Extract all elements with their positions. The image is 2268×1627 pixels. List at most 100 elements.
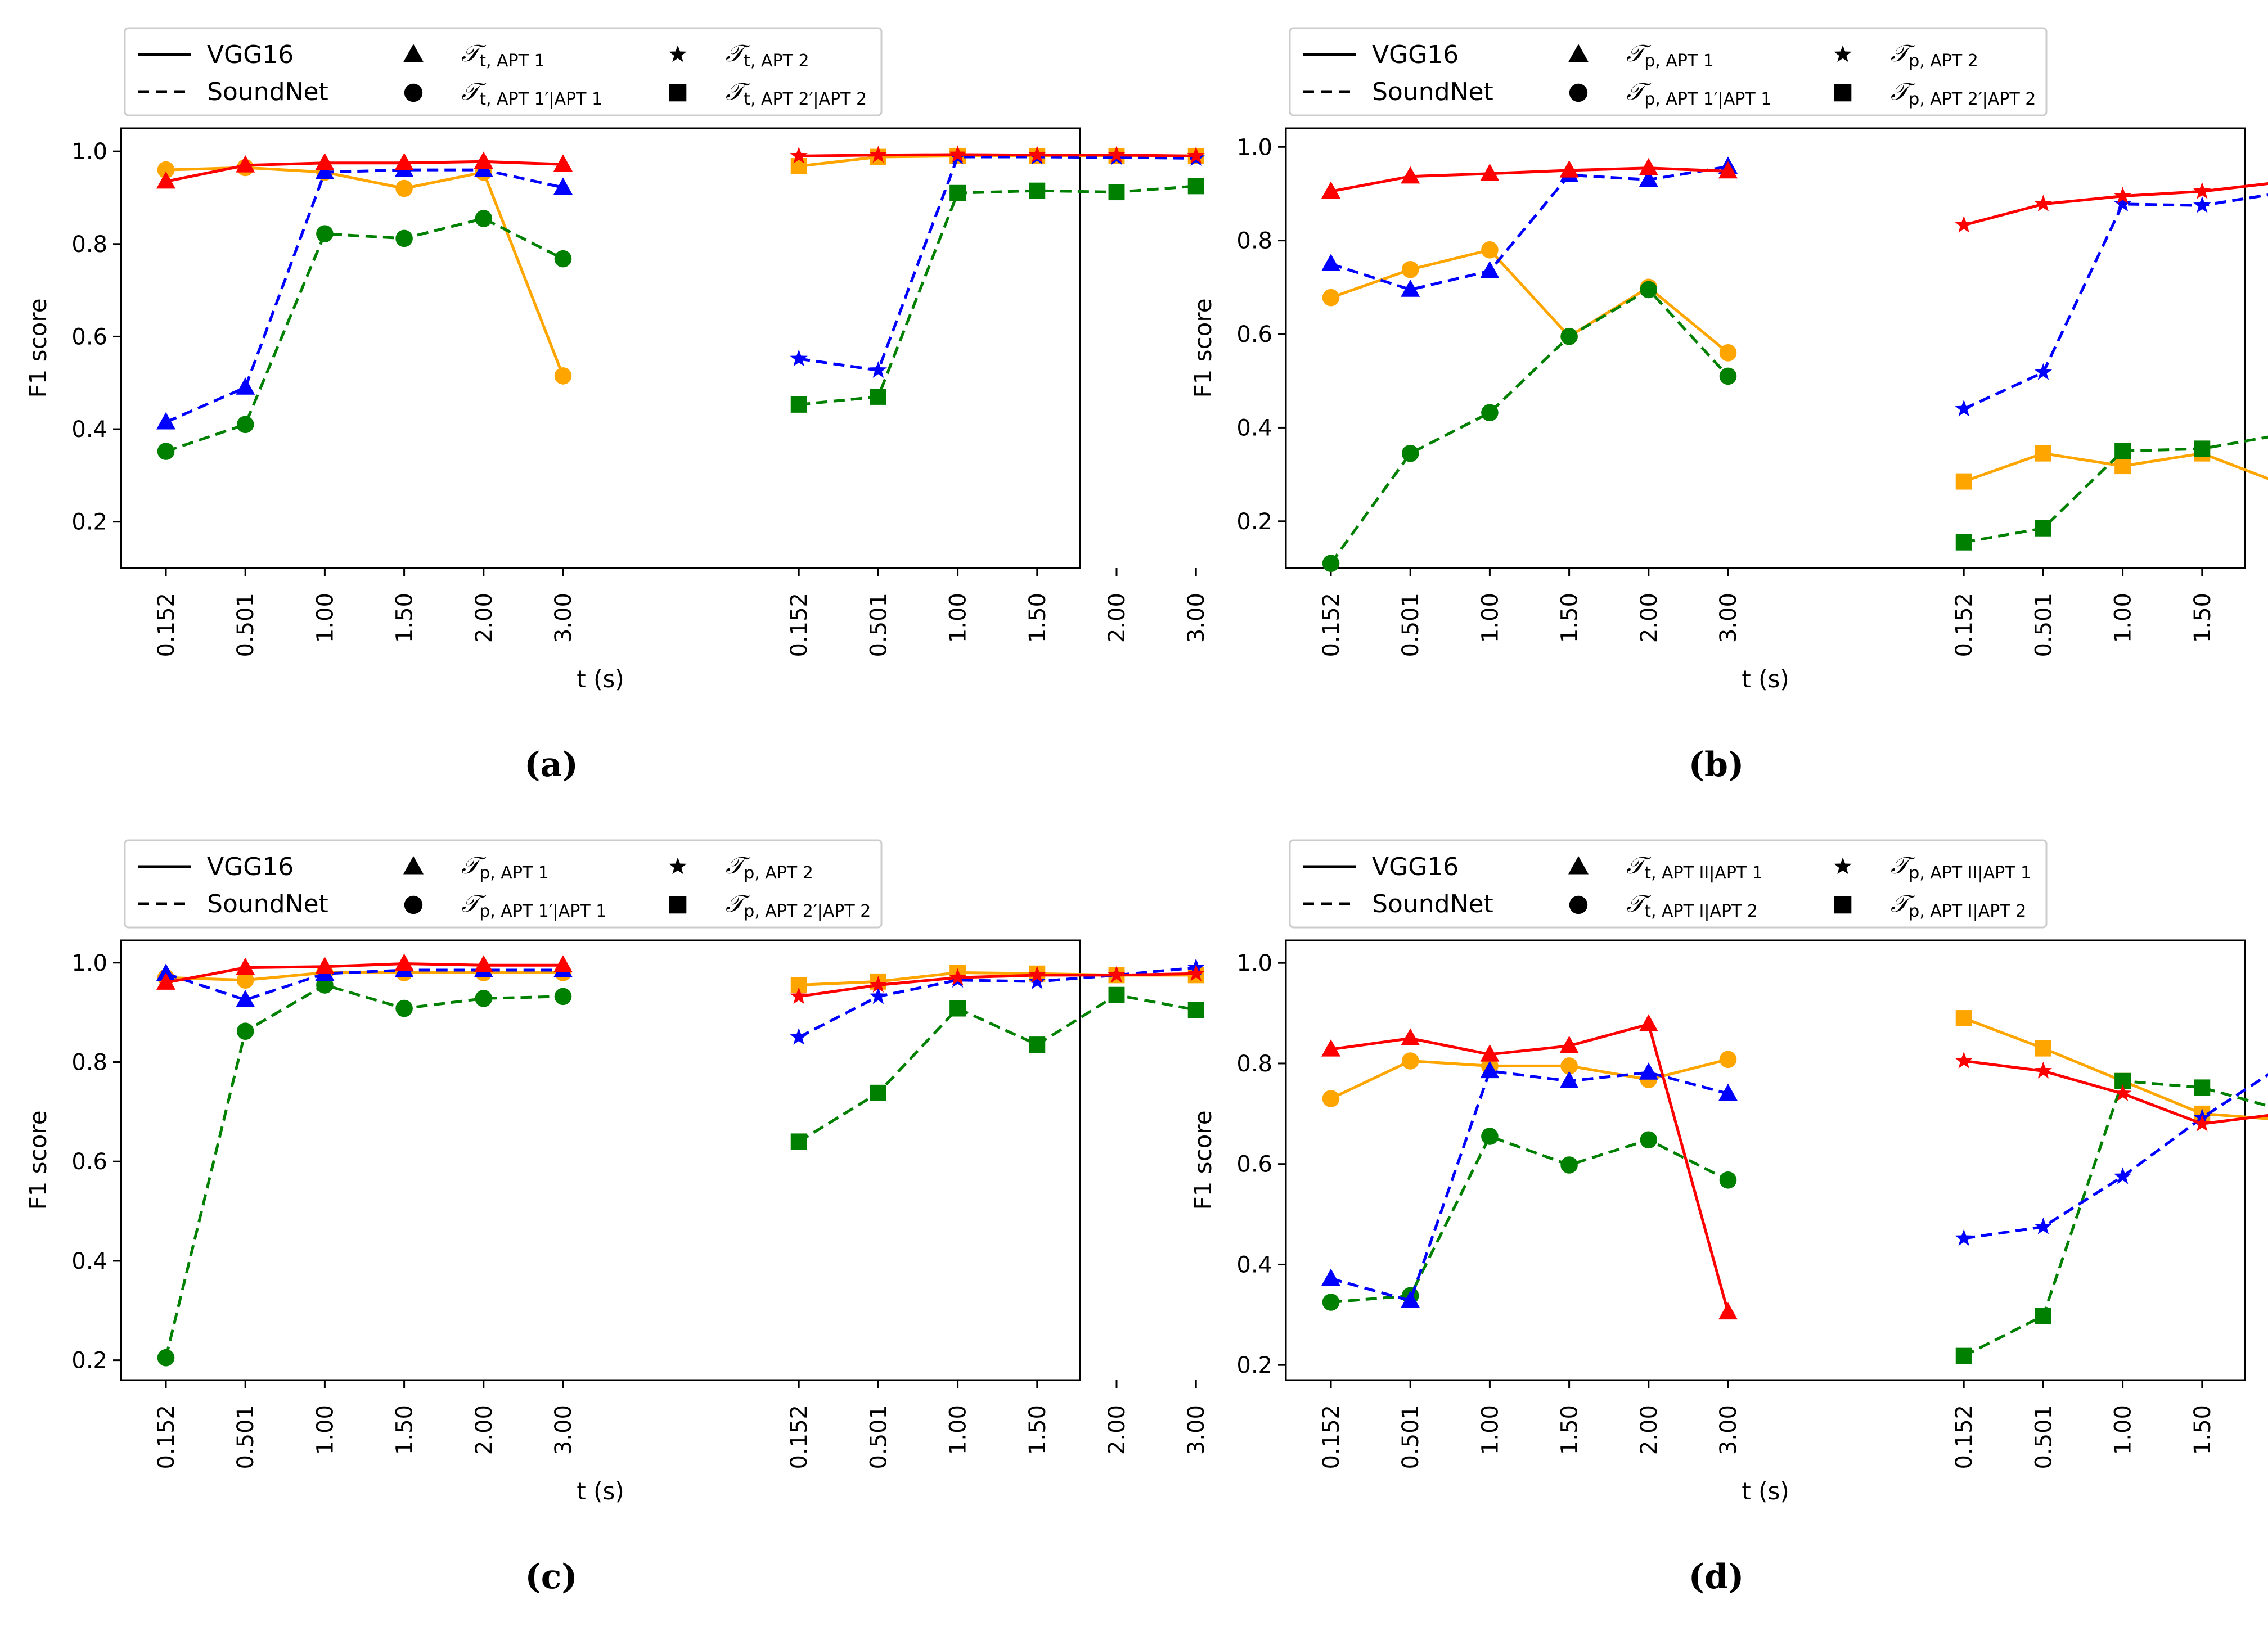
point-vgg_apt1 [394,953,414,971]
point-sound_apt1 [554,177,573,195]
point-vgg_cross1 [395,179,413,197]
point-vgg_apt1 [1401,1028,1420,1046]
point-sound_apt2 [1955,1229,1973,1246]
point-sound_apt1 [1639,1062,1658,1080]
legend-label-soundnet: SoundNet [1372,78,1493,106]
legend-marker-triangle [403,44,424,62]
point-vgg_cross2 [2114,458,2131,475]
point-vgg_cross1 [1322,1090,1340,1107]
point-vgg_apt1 [1639,157,1658,175]
x-tick-label: 0.152 [1951,1405,1977,1470]
point-vgg_apt2 [1187,964,1205,981]
point-vgg_apt2 [2193,1114,2211,1132]
point-vgg_apt2 [1028,146,1046,163]
point-vgg_apt2 [1187,146,1205,164]
point-vgg_cross1 [1322,289,1340,307]
point-vgg_apt2 [2113,1084,2132,1101]
legend-entry-2: 𝒯p, APT 1′|APT 1 [461,890,606,921]
legend-entry-3: 𝒯t, APT 2 [726,39,809,71]
point-sound_cross2 [1187,178,1204,195]
legend-marker-star [669,45,687,62]
point-sound_cross2 [790,396,807,413]
point-sound_apt1 [1559,1071,1579,1088]
point-vgg_apt2 [1028,966,1046,983]
point-vgg_apt1 [1718,161,1738,179]
legend-entry-2: 𝒯p, APT 1′|APT 1 [1626,78,1771,109]
point-sound_cross2 [870,388,886,405]
series-line-vgg_apt2 [798,972,1196,998]
point-sound_cross1 [236,416,254,434]
legend-frame [1289,839,2048,929]
point-sound_cross1 [1640,1131,1658,1149]
point-sound_cross2 [2194,440,2211,457]
y-tick-label: 0.6 [71,324,107,350]
point-vgg_cross1 [554,367,572,385]
point-vgg_apt1 [1321,181,1340,199]
y-tick-label: 0.4 [1236,1252,1272,1278]
point-sound_cross1 [475,990,493,1007]
x-tick-label: 3.00 [1716,593,1742,643]
legend-marker-square [1834,896,1852,914]
point-vgg_cross1 [1560,1057,1578,1075]
point-sound_cross1 [1640,281,1658,299]
point-vgg_apt1 [1480,1044,1500,1062]
series-line-vgg_apt2 [1963,1060,2268,1125]
point-vgg_apt1 [1639,1014,1658,1032]
x-tick-label: 1.50 [1025,593,1051,643]
y-axis-label: F1 score [24,1110,52,1210]
point-sound_cross1 [1322,1294,1340,1311]
point-vgg_apt2 [2034,1061,2053,1079]
y-tick-label: 0.2 [71,1348,107,1374]
series-line-vgg_cross1 [165,166,565,377]
point-sound_apt2 [790,1027,808,1045]
x-tick-label: 1.00 [2110,593,2136,643]
series-line-sound_apt2 [798,966,1196,1039]
point-sound_cross2 [1955,534,1972,551]
x-tick-label: 0.501 [866,1405,892,1470]
x-axis-label: t (s) [1742,1477,1789,1505]
point-sound_cross2 [1108,986,1125,1003]
x-tick-label: 0.152 [1318,1405,1344,1470]
point-sound_apt1 [156,963,176,981]
plot-frame [1285,939,2246,1381]
panel-4: VGG16 SoundNet 𝒯t, APT II|APT 1 𝒯t, APT I|A… [1189,839,2268,1597]
y-tick-label: 0.6 [1236,322,1272,348]
series-line-sound_apt1 [165,168,564,423]
point-sound_apt1 [315,162,335,179]
point-sound_apt1 [1401,1290,1420,1308]
y-tick-label: 0.8 [71,1049,107,1075]
point-vgg_apt1 [236,957,255,975]
panel-caption: (d) [1689,1557,1744,1597]
series-line-vgg_cross1 [165,971,563,982]
x-tick-label: 0.501 [2031,593,2056,657]
series-line-sound_cross2 [798,993,1196,1143]
x-axis-label: t (s) [1742,665,1789,693]
point-sound_cross1 [1401,444,1419,462]
legend-marker-square [669,896,687,914]
point-vgg_apt2 [2034,195,2053,212]
point-sound_cross2 [950,1000,966,1017]
point-sound_cross2 [2035,1308,2051,1324]
series-line-sound_cross1 [1330,1135,1729,1304]
point-vgg_cross2 [1955,473,1972,490]
series-line-vgg_cross2 [1963,1017,2268,1120]
plot-frame [120,127,1081,569]
point-vgg_apt1 [156,171,176,189]
y-tick-label: 0.4 [1236,415,1272,441]
y-tick-label: 0.8 [1236,1051,1272,1077]
series-line-sound_cross2 [798,184,1196,406]
point-vgg_apt1 [394,152,414,170]
point-sound_apt1 [1480,260,1500,278]
x-tick-label: 0.152 [154,593,179,657]
y-tick-label: 0.4 [71,1249,107,1274]
point-vgg_apt1 [554,955,573,972]
legend-marker-star [669,857,687,875]
series-line-vgg_apt1 [165,160,564,183]
point-sound_cross2 [2114,443,2131,459]
legend-marker-triangle [1568,44,1588,62]
point-sound_apt1 [156,412,176,430]
point-sound_apt2 [2113,195,2132,212]
y-tick-label: 0.8 [1236,228,1272,254]
